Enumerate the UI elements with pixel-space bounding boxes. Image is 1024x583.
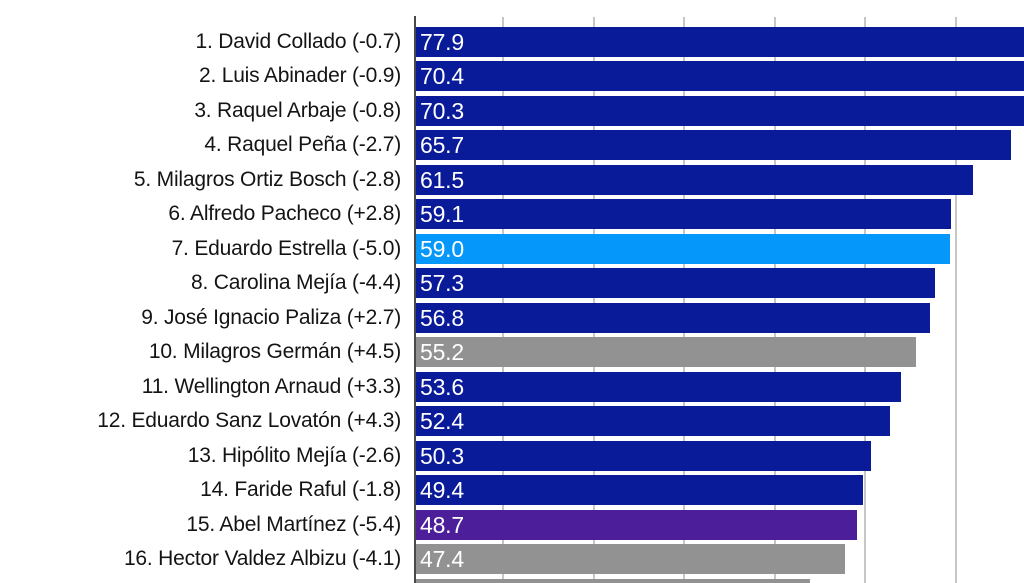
bar: 70.3 xyxy=(416,95,1024,126)
bar-row: 6. Alfredo Pacheco (+2.8) 59.1 xyxy=(0,199,1024,229)
bar-row: 11. Wellington Arnaud (+3.3) 53.6 xyxy=(0,371,1024,402)
bar-row: 1. David Collado (-0.7) 77.9 xyxy=(0,26,1024,57)
bar-value-label: 77.9 xyxy=(420,28,464,55)
bar-label: 1. David Collado (-0.7) xyxy=(195,29,402,53)
bar-value-label: 53.6 xyxy=(420,373,464,400)
bar-row: 15. Abel Martínez (-5.4) 48.7 xyxy=(0,509,1024,540)
bar-value-label: 59.1 xyxy=(420,201,464,227)
bar xyxy=(416,578,810,583)
gridline xyxy=(954,17,957,583)
bar-label xyxy=(0,579,401,583)
bar: 49.4 xyxy=(416,475,864,505)
bar-row: 16. Hector Valdez Albizu (-4.1) 47.4 xyxy=(0,544,1024,574)
bar-label: 6. Alfredo Pacheco (+2.8) xyxy=(168,202,401,225)
bar-label: 15. Abel Martínez (-5.4) xyxy=(186,512,401,536)
bar-value-label: 47.4 xyxy=(420,546,464,572)
bar-label: 3. Raquel Arbaje (-0.8) xyxy=(194,98,401,122)
gridline xyxy=(773,17,776,583)
bar: 47.4 xyxy=(416,544,845,574)
gridline xyxy=(592,17,595,583)
bar-label: 8. Carolina Mejía (-4.4) xyxy=(191,271,401,294)
bar-value-label: 70.4 xyxy=(420,63,464,89)
bar-value-label: 59.0 xyxy=(420,235,464,262)
bar: 70.4 xyxy=(416,61,1024,91)
bar-label: 12. Eduardo Sanz Lovatón (+4.3) xyxy=(97,409,401,432)
bar: 50.3 xyxy=(416,440,872,471)
bar-label: 10. Milagros Germán (+4.5) xyxy=(148,340,401,363)
bar: 59.0 xyxy=(416,233,950,264)
gridline xyxy=(502,17,504,583)
bar-value-label: 49.4 xyxy=(420,477,464,503)
y-axis-line xyxy=(414,16,416,583)
bar: 77.9 xyxy=(416,26,1024,57)
bar-row: 13. Hipólito Mejía (-2.6) 50.3 xyxy=(0,440,1024,471)
bar-row xyxy=(0,578,1024,583)
bar: 53.6 xyxy=(416,371,902,402)
bar-value-label: 50.3 xyxy=(420,442,464,469)
bar-row: 5. Milagros Ortiz Bosch (-2.8) 61.5 xyxy=(0,164,1024,195)
bar-row: 14. Faride Raful (-1.8) 49.4 xyxy=(0,475,1024,505)
gridline xyxy=(864,17,866,583)
bar-row: 2. Luis Abinader (-0.9) 70.4 xyxy=(0,61,1024,91)
bar: 48.7 xyxy=(416,509,857,540)
bar-row: 9. José Ignacio Paliza (+2.7) 56.8 xyxy=(0,302,1024,333)
gridline xyxy=(683,17,685,583)
bar-label: 16. Hector Valdez Albizu (-4.1) xyxy=(123,547,401,570)
bar-label: 7. Eduardo Estrella (-5.0) xyxy=(171,236,402,260)
bar-value-label: 70.3 xyxy=(420,97,464,124)
bar: 65.7 xyxy=(416,130,1011,160)
bar-row: 10. Milagros Germán (+4.5) 55.2 xyxy=(0,337,1024,367)
bar-row: 8. Carolina Mejía (-4.4) 57.3 xyxy=(0,268,1024,298)
bar-label: 9. José Ignacio Paliza (+2.7) xyxy=(141,305,401,329)
bar-value-label: 61.5 xyxy=(420,166,464,193)
bar-value-label: 56.8 xyxy=(420,304,464,331)
bar-value-label: 48.7 xyxy=(420,511,464,538)
bar-row: 4. Raquel Peña (-2.7) 65.7 xyxy=(0,130,1024,160)
bar-label: 11. Wellington Arnaud (+3.3) xyxy=(141,374,401,398)
bar-value-label: 52.4 xyxy=(420,408,464,434)
bar-label: 4. Raquel Peña (-2.7) xyxy=(204,133,401,156)
bar-label: 5. Milagros Ortiz Bosch (-2.8) xyxy=(133,167,401,191)
bar: 56.8 xyxy=(416,302,931,333)
bar-label: 2. Luis Abinader (-0.9) xyxy=(198,64,401,87)
bar-label: 13. Hipólito Mejía (-2.6) xyxy=(187,443,401,467)
bar-row: 3. Raquel Arbaje (-0.8) 70.3 xyxy=(0,95,1024,126)
bar-value-label: 65.7 xyxy=(420,132,464,158)
bar-value-label: 55.2 xyxy=(420,339,464,365)
bar: 52.4 xyxy=(416,406,891,436)
bar-value-label: 57.3 xyxy=(420,270,464,296)
bar-label: 14. Faride Raful (-1.8) xyxy=(200,478,401,501)
bar: 57.3 xyxy=(416,268,935,298)
bar-row: 12. Eduardo Sanz Lovatón (+4.3) 52.4 xyxy=(0,406,1024,436)
bar-row: 7. Eduardo Estrella (-5.0) 59.0 xyxy=(0,233,1024,264)
bar: 59.1 xyxy=(416,199,951,229)
bar: 55.2 xyxy=(416,337,916,367)
bar: 61.5 xyxy=(416,164,973,195)
